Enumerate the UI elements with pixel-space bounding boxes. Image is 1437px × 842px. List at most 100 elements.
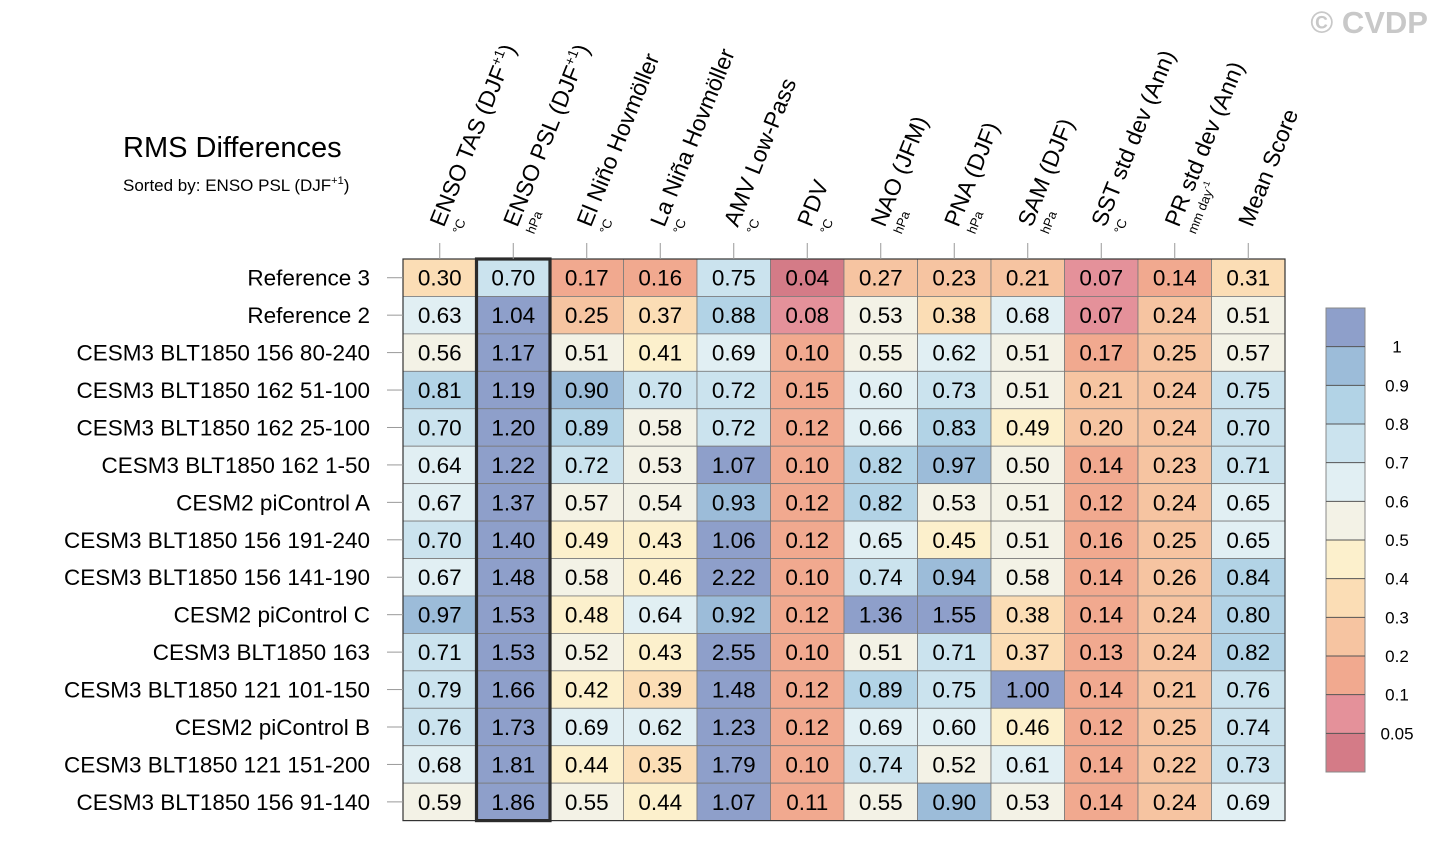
cell-value: 0.93	[712, 490, 756, 515]
cell-value: 0.67	[418, 565, 462, 590]
cell-value: 0.71	[932, 640, 976, 665]
cell-value: 0.04	[785, 266, 829, 291]
heatmap-cell	[1064, 782, 1139, 821]
heatmap-cell	[1137, 296, 1212, 335]
column-labels: ENSO TAS (DJF+1)°C ENSO PSL (DJF+1)hPa El …	[424, 40, 1303, 259]
colorbar-label: 0.05	[1380, 724, 1413, 743]
cell-value: 0.97	[418, 603, 462, 628]
cell-value: 0.26	[1153, 565, 1197, 590]
heatmap-cell	[1064, 483, 1139, 522]
cell-value: 0.53	[859, 303, 903, 328]
heatmap-cell	[990, 782, 1065, 821]
cell-value: 1.07	[712, 453, 756, 478]
heatmap-cell	[1137, 520, 1212, 559]
heatmap-cell	[843, 296, 918, 335]
heatmap-cell	[402, 408, 477, 447]
heatmap-cell	[1137, 408, 1212, 447]
cell-value: 0.69	[565, 715, 609, 740]
cell-value: 0.11	[786, 790, 828, 815]
heatmap-cell	[623, 333, 698, 372]
heatmap-cell	[843, 520, 918, 559]
heatmap-cell	[1137, 558, 1212, 597]
column-unit: °C	[670, 217, 689, 236]
cell-value: 0.31	[1226, 266, 1270, 291]
heatmap-cell	[1211, 520, 1286, 559]
row-label: CESM3 BLT1850 162 1-50	[102, 453, 371, 478]
cell-value: 0.12	[785, 603, 829, 628]
cell-value: 0.37	[638, 303, 682, 328]
cell-value: 0.75	[1226, 378, 1270, 403]
heatmap-cell	[623, 558, 698, 597]
cell-value: 0.55	[565, 790, 609, 815]
heatmap-cell	[917, 258, 992, 297]
column-header: NAO (JFM)hPa	[865, 112, 933, 236]
cell-value: 0.12	[785, 678, 829, 703]
cell-value: 0.57	[1226, 341, 1270, 366]
cell-value: 0.07	[1079, 266, 1123, 291]
heatmap-cell	[1064, 595, 1139, 634]
cell-value: 0.62	[932, 341, 976, 366]
cell-value: 0.69	[859, 715, 903, 740]
cell-value: 0.46	[638, 565, 682, 590]
heatmap-cell	[990, 558, 1065, 597]
heatmap-cell	[770, 558, 845, 597]
row-labels: Reference 3 Reference 2 CESM3 BLT1850 156 …	[64, 266, 403, 815]
cell-value: 1.48	[491, 565, 535, 590]
cell-value: 0.16	[1079, 528, 1123, 553]
cell-value: 1.79	[712, 752, 756, 777]
heatmap-cell	[623, 595, 698, 634]
heatmap-cell	[623, 370, 698, 410]
cell-value: 1.20	[491, 415, 535, 440]
cell-value: 0.10	[785, 752, 829, 777]
cell-value: 0.10	[785, 453, 829, 478]
cell-value: 0.73	[932, 378, 976, 403]
heatmap-cell	[770, 707, 845, 747]
cell-value: 0.90	[932, 790, 976, 815]
heatmap-cell	[1211, 595, 1286, 634]
cell-value: 0.12	[785, 528, 829, 553]
colorbar-swatch	[1326, 308, 1365, 347]
heatmap-cell	[1137, 595, 1212, 634]
heatmap-cell	[623, 296, 698, 335]
cell-value: 0.61	[1006, 752, 1050, 777]
cell-value: 0.84	[1226, 565, 1270, 590]
cell-value: 0.14	[1079, 790, 1123, 815]
cell-value: 0.55	[859, 790, 903, 815]
cell-value: 0.81	[418, 378, 462, 403]
cell-value: 0.10	[785, 565, 829, 590]
cell-value: 0.39	[638, 678, 682, 703]
cell-value: 0.10	[785, 341, 829, 366]
cell-value: 0.14	[1153, 266, 1197, 291]
cell-value: 0.64	[418, 453, 462, 478]
cell-value: 0.67	[418, 490, 462, 515]
heatmap-cell	[917, 558, 992, 597]
cell-value: 0.58	[638, 415, 682, 440]
chart-title: RMS Differences	[123, 132, 342, 164]
heatmap-cell	[402, 445, 477, 485]
heatmap-cell	[696, 296, 771, 335]
heatmap-cell	[1137, 670, 1212, 709]
heatmap-cell	[843, 558, 918, 597]
cell-value: 1.00	[1006, 678, 1050, 703]
cell-value: 1.17	[491, 341, 535, 366]
heatmap-cell	[1137, 707, 1212, 747]
heatmap-cell	[549, 333, 624, 372]
cell-value: 0.82	[859, 490, 903, 515]
cell-value: 1.04	[491, 303, 535, 328]
cell-value: 0.17	[565, 266, 609, 291]
heatmap-cell	[476, 483, 551, 522]
row-label: CESM3 BLT1850 156 80-240	[76, 341, 370, 366]
cell-value: 0.55	[859, 341, 903, 366]
cell-value: 0.44	[565, 752, 609, 777]
heatmap-cell	[770, 296, 845, 335]
heatmap-cell	[917, 782, 992, 821]
cell-value: 0.65	[859, 528, 903, 553]
cell-value: 1.53	[491, 603, 535, 628]
heatmap-cell	[623, 633, 698, 672]
cell-value: 0.38	[932, 303, 976, 328]
cell-value: 0.69	[712, 341, 756, 366]
heatmap-cell	[843, 782, 918, 821]
cell-value: 1.36	[859, 603, 903, 628]
cell-value: 0.08	[785, 303, 829, 328]
cell-value: 0.51	[1006, 490, 1050, 515]
